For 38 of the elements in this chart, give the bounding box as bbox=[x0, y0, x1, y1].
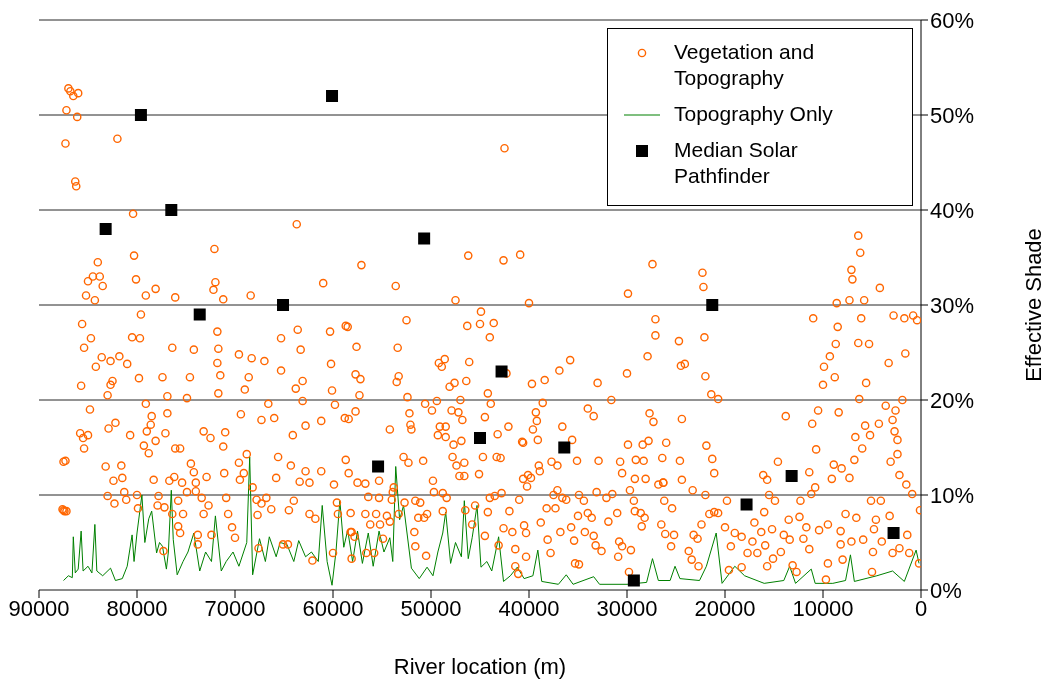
point bbox=[495, 365, 508, 378]
x-tick-label: 30000 bbox=[596, 595, 658, 621]
x-tick-label: 50000 bbox=[400, 595, 462, 621]
point bbox=[474, 432, 486, 444]
point bbox=[134, 109, 147, 121]
y-tick-label: 0% bbox=[930, 577, 962, 603]
point bbox=[193, 308, 206, 321]
y-tick-label: 20% bbox=[930, 387, 975, 413]
legend-label: Topography Only bbox=[674, 101, 834, 127]
x-tick-label: 60000 bbox=[302, 595, 364, 621]
point bbox=[372, 460, 385, 473]
point bbox=[165, 204, 178, 216]
x-tick-label: 20000 bbox=[694, 595, 756, 621]
legend-label: Median Solar Pathfinder bbox=[674, 137, 799, 189]
y-tick-label: 60% bbox=[930, 7, 975, 33]
y-tick-label: 10% bbox=[930, 482, 975, 508]
point bbox=[887, 527, 900, 539]
point bbox=[99, 223, 112, 235]
y-tick-label: 30% bbox=[930, 292, 975, 318]
point bbox=[785, 470, 798, 482]
point bbox=[558, 441, 571, 454]
point bbox=[706, 299, 719, 311]
x-tick-label: 0 bbox=[914, 595, 928, 621]
x-tick-label: 90000 bbox=[8, 595, 70, 621]
legend-label: Vegetation and Topography bbox=[674, 39, 816, 91]
x-tick-label: 70000 bbox=[204, 595, 266, 621]
point bbox=[418, 232, 431, 245]
x-axis-title: River location (m) bbox=[393, 654, 567, 679]
point bbox=[740, 498, 753, 511]
x-tick-label: 80000 bbox=[106, 595, 168, 621]
y-tick-label: 50% bbox=[930, 102, 975, 128]
point bbox=[277, 299, 290, 311]
y-tick-label: 40% bbox=[930, 197, 975, 223]
point bbox=[627, 574, 640, 587]
x-tick-label: 40000 bbox=[498, 595, 560, 621]
y-axis-title: Effective Shade bbox=[1020, 228, 1046, 382]
x-tick-label: 10000 bbox=[792, 595, 854, 621]
point bbox=[326, 90, 339, 102]
